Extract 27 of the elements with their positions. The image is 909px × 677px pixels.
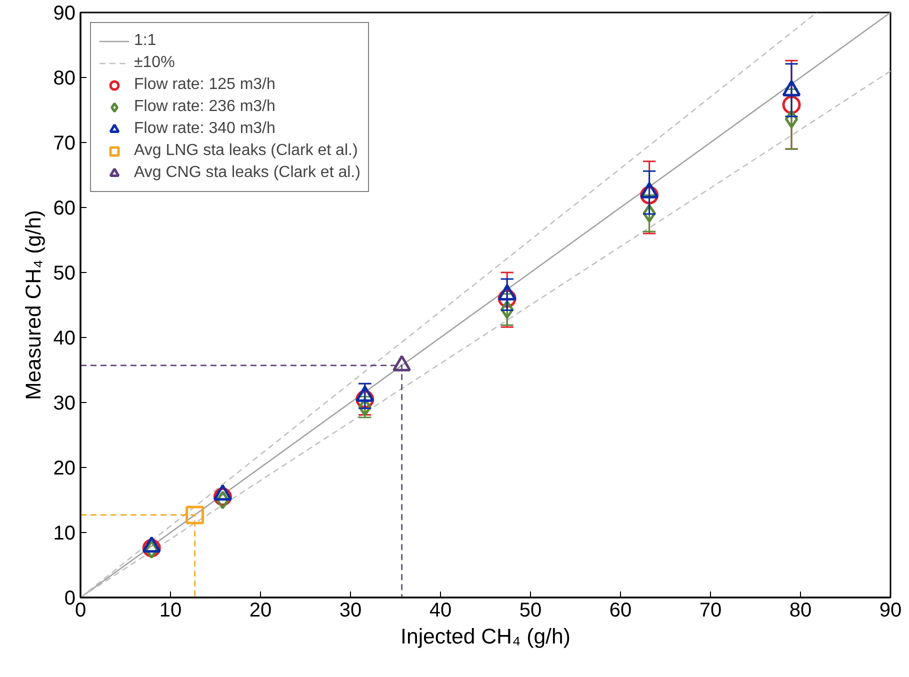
x-tick-label: 10 (159, 600, 182, 622)
y-tick-label: 70 (53, 132, 76, 154)
legend-label: Avg LNG sta leaks (Clark et al.) (134, 142, 358, 160)
legend-label: Flow rate: 125 m3/h (134, 76, 276, 94)
y-tick-label: 90 (53, 2, 76, 24)
x-tick-label: 90 (879, 600, 902, 622)
y-tick-label: 50 (53, 262, 76, 284)
legend-label: Flow rate: 236 m3/h (134, 98, 276, 116)
y-tick-label: 20 (53, 458, 76, 480)
y-tick-label: 80 (53, 68, 76, 90)
x-tick-label: 50 (519, 600, 542, 622)
y-tick-label: 60 (53, 198, 76, 220)
x-tick-label: 80 (789, 600, 812, 622)
legend-label: 1:1 (134, 32, 156, 50)
legend-label: Avg CNG sta leaks (Clark et al.) (134, 164, 360, 182)
x-axis-title: Injected CH₄ (g/h) (400, 624, 570, 648)
y-axis-title: Measured CH₄ (g/h) (21, 210, 46, 400)
x-tick-label: 60 (609, 600, 632, 622)
y-tick-label: 30 (53, 392, 76, 414)
y-tick-label: 10 (53, 522, 76, 544)
x-tick-label: 70 (699, 600, 722, 622)
x-tick-label: 40 (429, 600, 452, 622)
legend-label: ±10% (134, 54, 175, 72)
y-tick-label: 40 (53, 328, 76, 350)
legend-label: Flow rate: 340 m3/h (134, 120, 276, 138)
x-tick-label: 20 (249, 600, 272, 622)
x-tick-label: 30 (339, 600, 362, 622)
